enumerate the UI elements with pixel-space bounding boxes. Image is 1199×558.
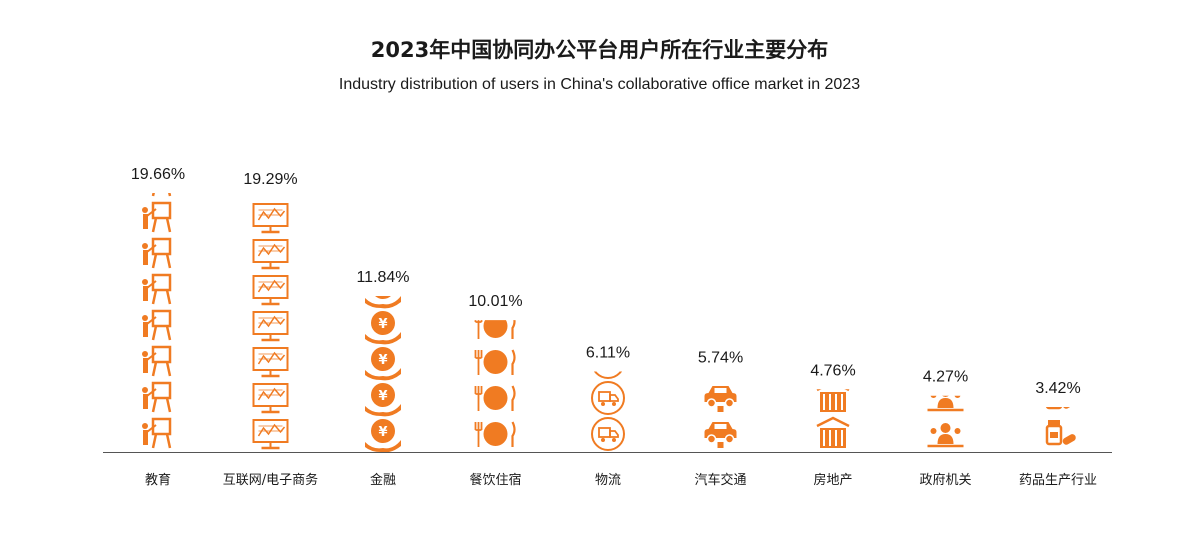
delivery-truck-icon bbox=[593, 371, 623, 379]
category-labels-group: 教育 互联网/电子商务 金融 餐饮住宿 物流 汽车交通 房地产 政府机关 药品生产行业 bbox=[145, 472, 1097, 488]
bar-yen-coin-hand-icon: ¥ ¥ ¥ ¥ ¥ ¥ bbox=[365, 239, 401, 453]
delivery-truck-icon bbox=[592, 310, 624, 342]
value-label: 19.29% bbox=[243, 171, 297, 188]
chart-title: 2023年中国协同办公平台用户所在行业主要分布 bbox=[370, 38, 829, 62]
car-icon bbox=[705, 314, 737, 340]
category-label: 互联网/电子商务 bbox=[223, 472, 318, 488]
svg-text:¥: ¥ bbox=[378, 317, 387, 332]
svg-text:¥: ¥ bbox=[378, 389, 387, 404]
teacher-board-icon bbox=[142, 345, 172, 377]
medicine-icon bbox=[1045, 406, 1076, 410]
category-label: 汽车交通 bbox=[694, 472, 746, 488]
building-icon bbox=[816, 389, 850, 412]
category-label: 药品生产行业 bbox=[1019, 473, 1097, 488]
monitor-icon bbox=[252, 311, 289, 342]
svg-text:¥: ¥ bbox=[378, 425, 387, 440]
svg-text:¥: ¥ bbox=[378, 245, 387, 260]
plate-fork-knife-icon bbox=[474, 421, 516, 447]
teacher-board-icon bbox=[142, 201, 172, 233]
teacher-board-icon bbox=[142, 417, 172, 449]
delivery-truck-icon bbox=[591, 417, 625, 451]
car-icon bbox=[704, 386, 737, 412]
category-label: 房地产 bbox=[813, 472, 852, 488]
value-labels-group: 19.66% 19.29% 11.84% 10.01% 6.11% 5.74% 4.76% 4… bbox=[131, 166, 1081, 397]
car-icon bbox=[704, 422, 737, 448]
value-label: 10.01% bbox=[468, 293, 522, 310]
monitor-icon bbox=[252, 239, 289, 270]
yen-coin-hand-icon: ¥ bbox=[365, 383, 401, 417]
bar-medicine-icon bbox=[1045, 348, 1077, 446]
bar-people-group-icon bbox=[927, 395, 964, 448]
bar-delivery-truck-icon bbox=[591, 310, 625, 451]
teacher-board-icon bbox=[142, 381, 172, 413]
people-group-icon bbox=[927, 395, 964, 412]
bars-group: ¥ ¥ ¥ ¥ ¥ ¥ bbox=[142, 131, 1077, 453]
monitor-icon bbox=[252, 383, 289, 414]
yen-coin-hand-icon: ¥ bbox=[365, 419, 401, 453]
monitor-icon bbox=[252, 275, 289, 306]
value-label: 19.66% bbox=[131, 166, 185, 183]
bar-monitor-icon bbox=[252, 132, 289, 450]
bar-teacher-board-icon bbox=[142, 131, 172, 449]
bar-building-icon bbox=[816, 389, 850, 448]
monitor-icon bbox=[252, 347, 289, 378]
category-label: 教育 bbox=[145, 472, 171, 488]
teacher-board-icon bbox=[142, 237, 172, 269]
bar-plate-fork-knife-icon bbox=[474, 320, 516, 447]
value-label: 6.11% bbox=[586, 345, 630, 362]
monitor-icon bbox=[252, 203, 289, 234]
teacher-board-icon bbox=[142, 273, 172, 305]
medicine-icon bbox=[1045, 420, 1076, 446]
people-group-icon bbox=[927, 423, 964, 448]
yen-coin-hand-icon: ¥ bbox=[365, 296, 401, 309]
delivery-truck-icon bbox=[591, 381, 625, 415]
teacher-board-icon bbox=[142, 131, 170, 160]
monitor-icon bbox=[252, 419, 289, 450]
monitor-icon bbox=[254, 132, 288, 160]
teacher-board-icon bbox=[142, 309, 172, 341]
value-label: 4.76% bbox=[810, 362, 855, 379]
category-label: 政府机关 bbox=[919, 473, 971, 488]
value-label: 11.84% bbox=[356, 269, 409, 286]
value-label: 5.74% bbox=[698, 349, 743, 366]
yen-coin-hand-icon: ¥ bbox=[365, 347, 401, 381]
yen-coin-hand-icon: ¥ bbox=[365, 239, 401, 272]
yen-coin-hand-icon: ¥ bbox=[365, 311, 401, 345]
building-icon bbox=[816, 416, 850, 448]
teacher-board-icon bbox=[151, 193, 172, 197]
category-label: 餐饮住宿 bbox=[469, 472, 521, 488]
medicine-icon bbox=[1047, 348, 1077, 374]
plate-fork-knife-icon bbox=[474, 349, 516, 375]
svg-text:¥: ¥ bbox=[378, 353, 387, 368]
category-label: 金融 bbox=[370, 472, 396, 488]
plate-fork-knife-icon bbox=[474, 320, 516, 339]
value-label: 3.42% bbox=[1035, 380, 1080, 397]
value-label: 4.27% bbox=[923, 369, 968, 386]
bar-car-icon bbox=[704, 314, 737, 448]
chart-subtitle: Industry distribution of users in China'… bbox=[338, 76, 861, 93]
category-label: 物流 bbox=[595, 473, 621, 488]
plate-fork-knife-icon bbox=[474, 385, 516, 411]
